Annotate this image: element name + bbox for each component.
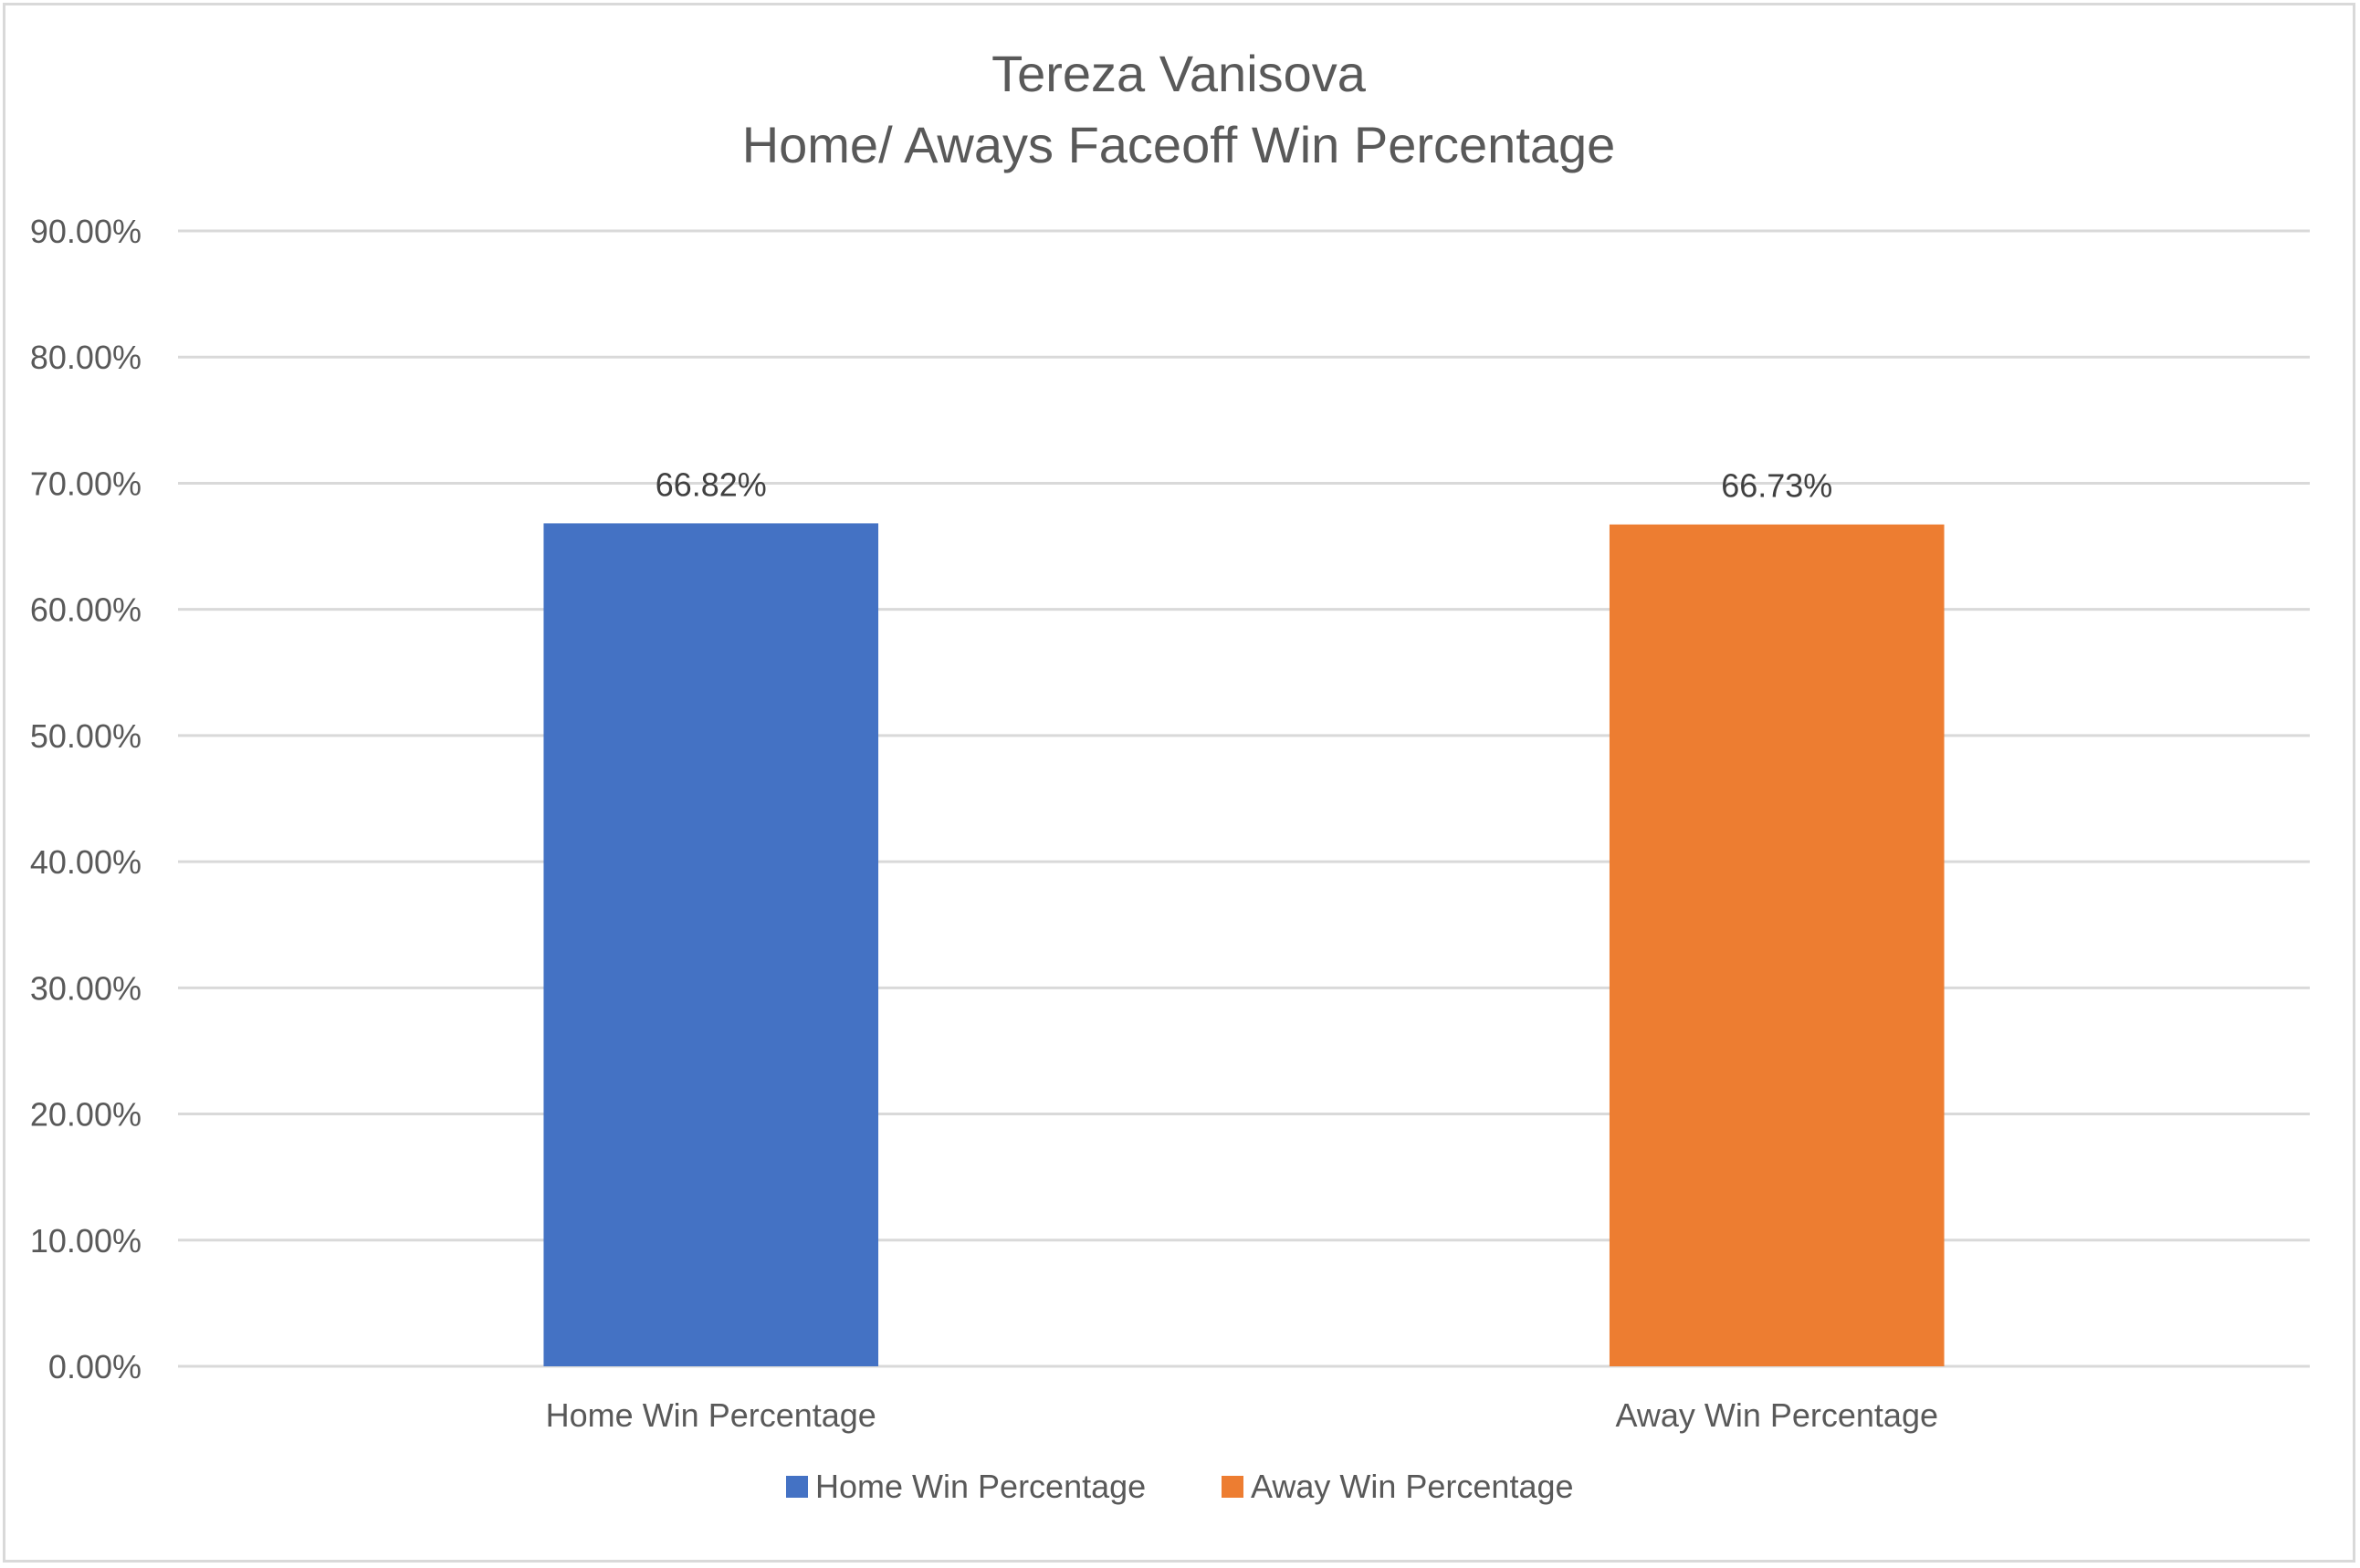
y-tick-label: 80.00% bbox=[30, 339, 142, 376]
x-category-label: Away Win Percentage bbox=[1615, 1396, 1938, 1434]
bars bbox=[543, 523, 1945, 1366]
data-label: 66.73% bbox=[1721, 467, 1832, 505]
legend: Home Win Percentage Away Win Percentage bbox=[786, 1468, 1574, 1505]
y-tick-label: 10.00% bbox=[30, 1222, 142, 1260]
y-tick-label: 40.00% bbox=[30, 843, 142, 881]
legend-label: Away Win Percentage bbox=[1251, 1468, 1574, 1505]
x-category-label: Home Win Percentage bbox=[546, 1396, 876, 1434]
legend-swatch bbox=[1222, 1476, 1243, 1498]
data-label: 66.82% bbox=[656, 465, 767, 503]
legend-swatch bbox=[786, 1476, 808, 1498]
y-tick-label: 30.00% bbox=[30, 969, 142, 1007]
y-tick-label: 50.00% bbox=[30, 717, 142, 755]
y-tick-label: 90.00% bbox=[30, 213, 142, 250]
gridlines bbox=[178, 229, 2310, 1368]
bar-home bbox=[543, 523, 879, 1366]
y-axis-tick-labels: 0.00% 10.00% 20.00% 30.00% 40.00% 50.00% 60.00… bbox=[30, 213, 142, 1385]
y-tick-label: 20.00% bbox=[30, 1096, 142, 1134]
chart-title-line-2: Home/ Aways Faceoff Win Percentage bbox=[742, 116, 1616, 173]
legend-label: Home Win Percentage bbox=[815, 1468, 1146, 1505]
chart-title-line-1: Tereza Vanisova bbox=[991, 45, 1367, 102]
y-tick-label: 60.00% bbox=[30, 591, 142, 629]
x-axis-category-labels: Home Win Percentage Away Win Percentage bbox=[546, 1396, 1938, 1434]
data-labels: 66.82% 66.73% bbox=[656, 465, 1833, 504]
bar-away bbox=[1609, 524, 1945, 1366]
y-tick-label: 0.00% bbox=[48, 1348, 142, 1385]
chart-area bbox=[3, 3, 2355, 1563]
y-tick-label: 70.00% bbox=[30, 465, 142, 502]
chart-title: Tereza Vanisova Home/ Aways Faceoff Win … bbox=[742, 45, 1616, 173]
